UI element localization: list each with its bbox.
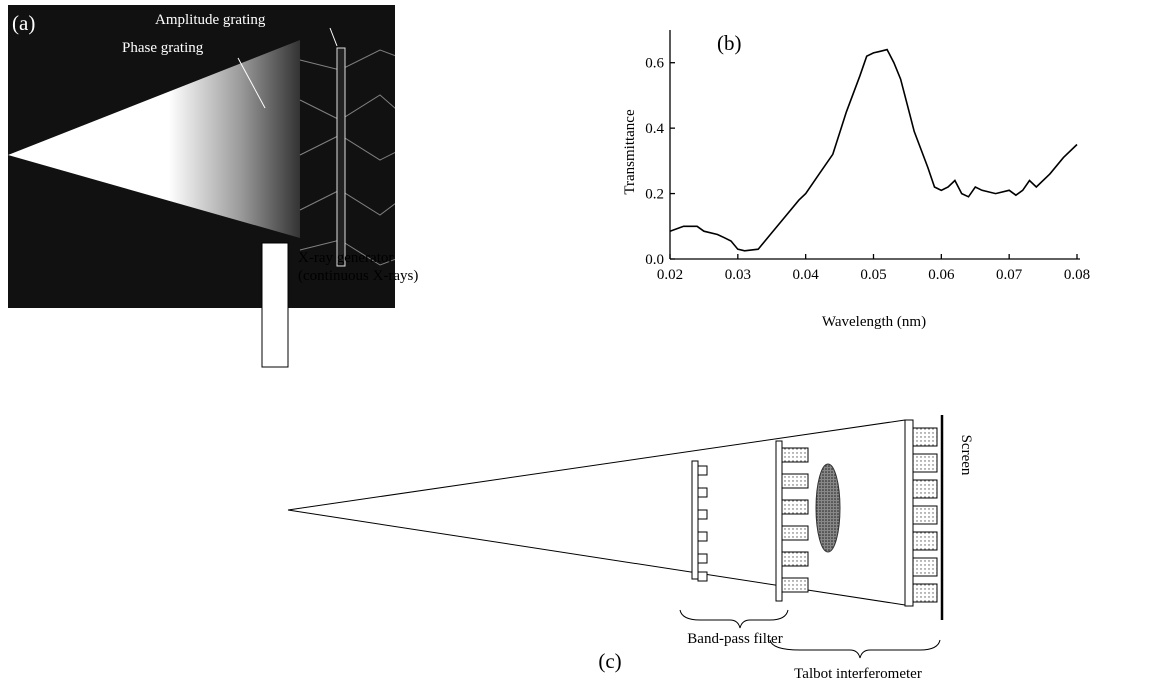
label: Band-pass filter [687, 631, 782, 647]
brace [679, 609, 789, 629]
y-tick-label: 0.0 [645, 252, 664, 268]
amplitude-grating [336, 47, 346, 267]
x-tick-label: 0.07 [996, 267, 1023, 283]
x-tick-label: 0.05 [860, 267, 886, 283]
label: X-ray generator [298, 250, 393, 266]
panel-c: X-ray generator (continuous X-rays) Band… [261, 242, 974, 682]
panel-a: (a) Amplitude grating Phase grating [8, 0, 595, 310]
x-axis-label: Wavelength (nm) [822, 314, 926, 330]
x-tick-label: 0.02 [657, 267, 683, 283]
panel-label: (b) [717, 31, 742, 55]
x-tick-label: 0.03 [725, 267, 751, 283]
panel-b: (b) Wavelength (nm) Transmittance 0.0 0.2… [622, 30, 1090, 330]
talbot-grating [904, 419, 938, 607]
object [815, 463, 841, 553]
label: (continuous X-rays) [298, 268, 418, 284]
x-tick-label: 0.04 [793, 267, 820, 283]
beam-fan [8, 40, 300, 238]
arrow [329, 27, 338, 47]
y-tick-label: 0.4 [645, 121, 664, 137]
filter-grating-1 [691, 460, 708, 582]
label: Screen [958, 435, 974, 476]
y-tick-label: 0.2 [645, 187, 664, 203]
data-line [669, 48, 1078, 252]
brace [769, 639, 941, 659]
image-clip [395, 0, 595, 310]
panel-label: (a) [12, 11, 35, 35]
beam [287, 509, 906, 606]
x-tick-label: 0.08 [1064, 267, 1090, 283]
y-tick-label: 0.6 [645, 56, 664, 72]
filter-grating-2 [775, 440, 809, 602]
panel-label: (c) [598, 649, 621, 673]
x-tick-label: 0.06 [928, 267, 955, 283]
label: Phase grating [122, 40, 204, 56]
label: Talbot interferometer [794, 666, 922, 682]
beam [287, 419, 906, 511]
y-axis-label: Transmittance [622, 109, 638, 195]
generator [261, 242, 289, 368]
label: Amplitude grating [155, 12, 266, 28]
arrow [237, 57, 266, 109]
